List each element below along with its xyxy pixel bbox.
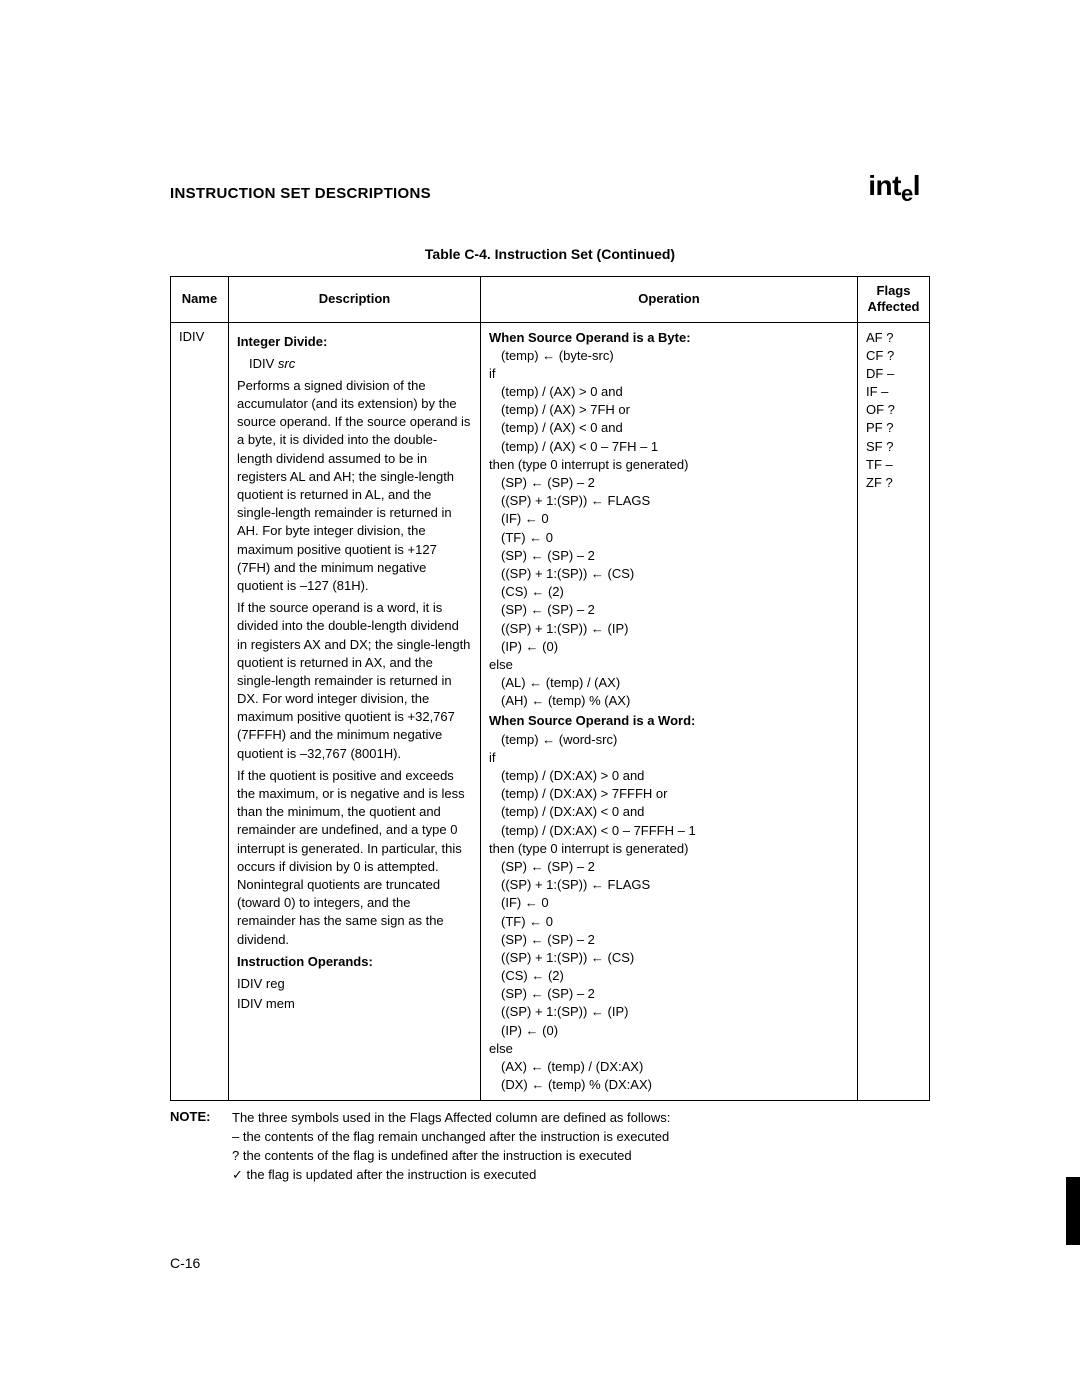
op-line: (IP) ← (0) — [489, 638, 849, 656]
operand-1: IDIV reg — [237, 975, 472, 993]
op-line: (IF) ← 0 — [489, 894, 849, 912]
op-line: (temp) ← (word-src) — [489, 731, 849, 749]
page-number: C-16 — [170, 1255, 930, 1271]
op-line: (temp) / (AX) < 0 and — [489, 419, 849, 437]
cell-name: IDIV — [171, 322, 229, 1101]
note-line: – the contents of the flag remain unchan… — [232, 1128, 670, 1147]
cell-flags: AF ?CF ?DF –IF –OF ?PF ?SF ?TF –ZF ? — [858, 322, 930, 1101]
flag-row: PF ? — [866, 419, 921, 437]
op-line: (CS) ← (2) — [489, 583, 849, 601]
instruction-table: Name Description Operation FlagsAffected… — [170, 276, 930, 1101]
op-line: ((SP) + 1:(SP)) ← (CS) — [489, 565, 849, 583]
op-line: ((SP) + 1:(SP)) ← (IP) — [489, 1003, 849, 1021]
side-margin-marker — [1066, 1177, 1080, 1245]
document-section-title: INSTRUCTION SET DESCRIPTIONS — [170, 185, 431, 202]
desc-para-2: If the source operand is a word, it is d… — [237, 599, 472, 763]
op-line: (temp) ← (byte-src) — [489, 347, 849, 365]
operand-2: IDIV mem — [237, 995, 472, 1013]
col-header-name: Name — [171, 277, 229, 323]
col-header-description: Description — [229, 277, 481, 323]
logo-l: l — [913, 170, 920, 201]
note-line: ✓ the flag is updated after the instruct… — [232, 1166, 670, 1185]
op-line: (temp) / (DX:AX) > 0 and — [489, 767, 849, 785]
flag-row: IF – — [866, 383, 921, 401]
note-label: NOTE: — [170, 1109, 224, 1184]
flag-row: AF ? — [866, 329, 921, 347]
note-lines: The three symbols used in the Flags Affe… — [232, 1109, 670, 1184]
logo-text: int — [868, 170, 901, 201]
instruction-operands-title: Instruction Operands: — [237, 953, 472, 971]
cell-operation: When Source Operand is a Byte: (temp) ← … — [481, 322, 858, 1101]
op-word-block: (temp) ← (word-src)if(temp) / (DX:AX) > … — [489, 731, 849, 1095]
cell-description: Integer Divide: IDIV src Performs a sign… — [229, 322, 481, 1101]
desc-para-3: If the quotient is positive and exceeds … — [237, 767, 472, 949]
flag-row: CF ? — [866, 347, 921, 365]
syntax-instr: IDIV — [249, 356, 274, 371]
flag-row: DF – — [866, 365, 921, 383]
op-line: (temp) / (DX:AX) > 7FFFH or — [489, 785, 849, 803]
note-line: ? the contents of the flag is undefined … — [232, 1147, 670, 1166]
op-line: (SP) ← (SP) – 2 — [489, 931, 849, 949]
flag-row: ZF ? — [866, 474, 921, 492]
flag-row: OF ? — [866, 401, 921, 419]
op-line: (temp) / (DX:AX) < 0 and — [489, 803, 849, 821]
op-line: (SP) ← (SP) – 2 — [489, 985, 849, 1003]
op-line: (TF) ← 0 — [489, 913, 849, 931]
desc-title: Integer Divide — [237, 334, 323, 349]
op-line: (IP) ← (0) — [489, 1022, 849, 1040]
op-line: (temp) / (AX) < 0 – 7FH – 1 — [489, 438, 849, 456]
flag-row: SF ? — [866, 438, 921, 456]
op-line: ((SP) + 1:(SP)) ← FLAGS — [489, 492, 849, 510]
table-caption: Table C-4. Instruction Set (Continued) — [170, 246, 930, 262]
op-line: if — [489, 749, 849, 767]
note-line: The three symbols used in the Flags Affe… — [232, 1109, 670, 1128]
op-line: (SP) ← (SP) – 2 — [489, 474, 849, 492]
op-line: (SP) ← (SP) – 2 — [489, 858, 849, 876]
flag-row: TF – — [866, 456, 921, 474]
op-line: then (type 0 interrupt is generated) — [489, 840, 849, 858]
col-header-flags: FlagsAffected — [858, 277, 930, 323]
op-line: (SP) ← (SP) – 2 — [489, 547, 849, 565]
flags-list: AF ?CF ?DF –IF –OF ?PF ?SF ?TF –ZF ? — [866, 329, 921, 493]
page: INSTRUCTION SET DESCRIPTIONS intel Table… — [0, 0, 1080, 1397]
op-line: (temp) / (DX:AX) < 0 – 7FFFH – 1 — [489, 822, 849, 840]
op-line: (IF) ← 0 — [489, 510, 849, 528]
op-line: (CS) ← (2) — [489, 967, 849, 985]
page-header: INSTRUCTION SET DESCRIPTIONS intel — [170, 170, 930, 202]
note-block: NOTE: The three symbols used in the Flag… — [170, 1109, 930, 1184]
syntax-operand: src — [278, 356, 295, 371]
op-line: (DX) ← (temp) % (DX:AX) — [489, 1076, 849, 1094]
op-byte-title: When Source Operand is a Byte — [489, 330, 686, 345]
op-line: ((SP) + 1:(SP)) ← FLAGS — [489, 876, 849, 894]
op-line: (AX) ← (temp) / (DX:AX) — [489, 1058, 849, 1076]
table-header-row: Name Description Operation FlagsAffected — [171, 277, 930, 323]
op-line: (temp) / (AX) > 0 and — [489, 383, 849, 401]
logo-e: e — [901, 181, 913, 206]
col-header-operation: Operation — [481, 277, 858, 323]
intel-logo: intel — [868, 170, 930, 202]
op-line: if — [489, 365, 849, 383]
op-line: (AH) ← (temp) % (AX) — [489, 692, 849, 710]
op-line: (temp) / (AX) > 7FH or — [489, 401, 849, 419]
op-line: (SP) ← (SP) – 2 — [489, 601, 849, 619]
op-line: else — [489, 656, 849, 674]
op-line: ((SP) + 1:(SP)) ← (CS) — [489, 949, 849, 967]
desc-para-1: Performs a signed division of the accumu… — [237, 377, 472, 595]
op-line: ((SP) + 1:(SP)) ← (IP) — [489, 620, 849, 638]
op-line: (AL) ← (temp) / (AX) — [489, 674, 849, 692]
op-word-title: When Source Operand is a Word — [489, 713, 691, 728]
table-row: IDIV Integer Divide: IDIV src Performs a… — [171, 322, 930, 1101]
op-line: then (type 0 interrupt is generated) — [489, 456, 849, 474]
op-line: (TF) ← 0 — [489, 529, 849, 547]
op-line: else — [489, 1040, 849, 1058]
op-byte-block: (temp) ← (byte-src)if(temp) / (AX) > 0 a… — [489, 347, 849, 711]
